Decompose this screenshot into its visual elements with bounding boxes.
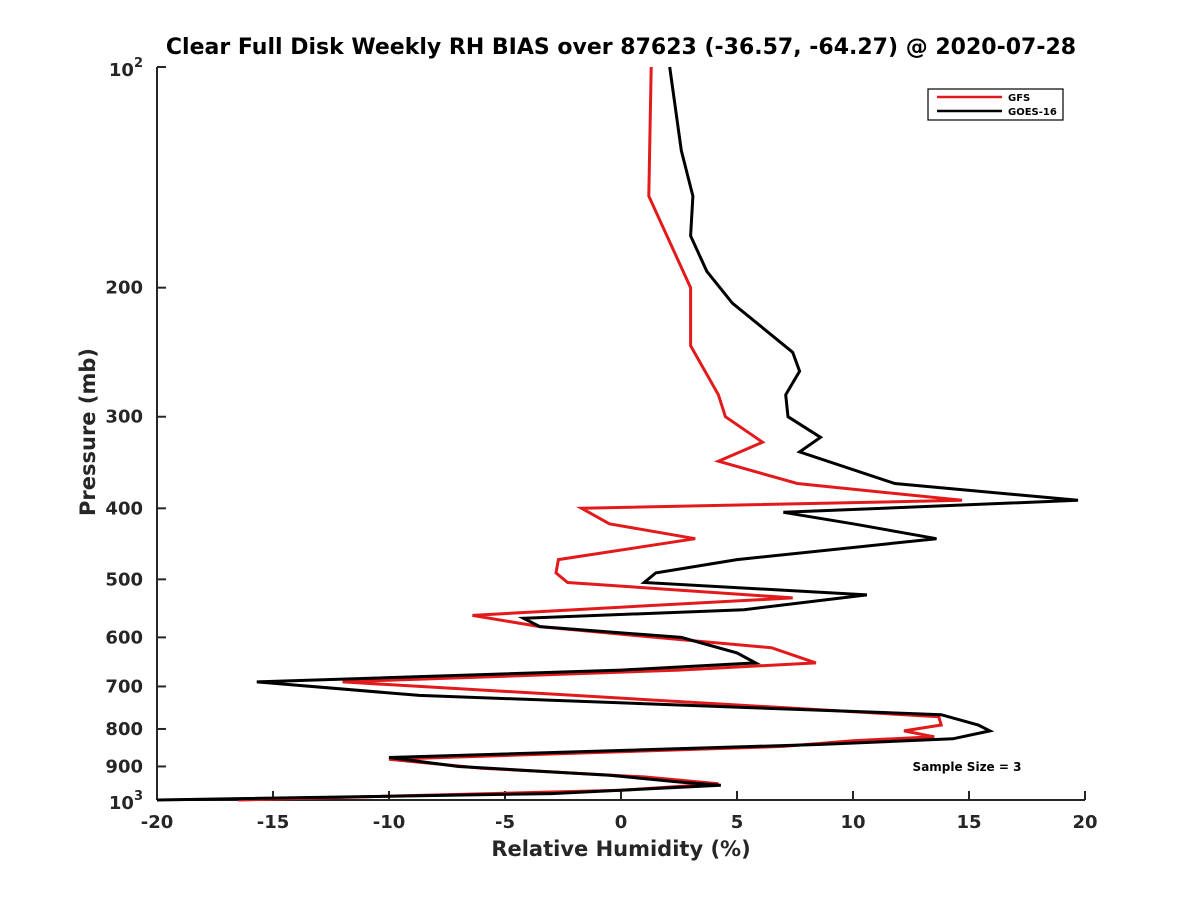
legend-label-goes-16: GOES-16 bbox=[1008, 107, 1057, 118]
y-tick-label: 900 bbox=[105, 756, 143, 777]
y-ticks: 200 300 400 500 600 700 800 900 102 103 bbox=[105, 56, 166, 814]
x-tick-label: 0 bbox=[615, 812, 628, 833]
x-tick-label: 5 bbox=[731, 812, 744, 833]
series-layer bbox=[156, 66, 1079, 802]
chart-title: Clear Full Disk Weekly RH BIAS over 8762… bbox=[166, 35, 1076, 60]
x-tick-label: 20 bbox=[1072, 812, 1097, 833]
series-line-goes-16 bbox=[156, 66, 1079, 802]
legend-label-gfs: GFS bbox=[1008, 93, 1030, 104]
x-tick-label: -15 bbox=[257, 812, 290, 833]
y-tick-label: 500 bbox=[105, 569, 143, 590]
x-tick-label: -20 bbox=[141, 812, 174, 833]
y-tick-label: 600 bbox=[105, 627, 143, 648]
x-ticks: -20 -15 -10 -5 0 5 10 15 20 bbox=[141, 791, 1098, 833]
y-tick-label: 700 bbox=[105, 676, 143, 697]
y-tick-label: 800 bbox=[105, 719, 143, 740]
x-tick-label: 10 bbox=[840, 812, 865, 833]
y-tick-label-power: 103 bbox=[109, 789, 143, 814]
y-tick-label: 300 bbox=[105, 407, 143, 428]
y-tick-label-power: 102 bbox=[109, 56, 143, 81]
axes bbox=[156, 67, 1085, 801]
x-axis-label: Relative Humidity (%) bbox=[491, 837, 750, 861]
y-tick-label: 200 bbox=[105, 278, 143, 299]
legend: GFS GOES-16 bbox=[927, 88, 1064, 121]
x-tick-label: -10 bbox=[373, 812, 406, 833]
x-tick-label: 15 bbox=[956, 812, 981, 833]
sample-size-annotation: Sample Size = 3 bbox=[913, 760, 1022, 774]
legend-box bbox=[927, 88, 1064, 121]
x-tick-label: -5 bbox=[495, 812, 515, 833]
y-axis-label: Pressure (mb) bbox=[76, 348, 100, 516]
y-tick-label: 400 bbox=[105, 498, 143, 519]
